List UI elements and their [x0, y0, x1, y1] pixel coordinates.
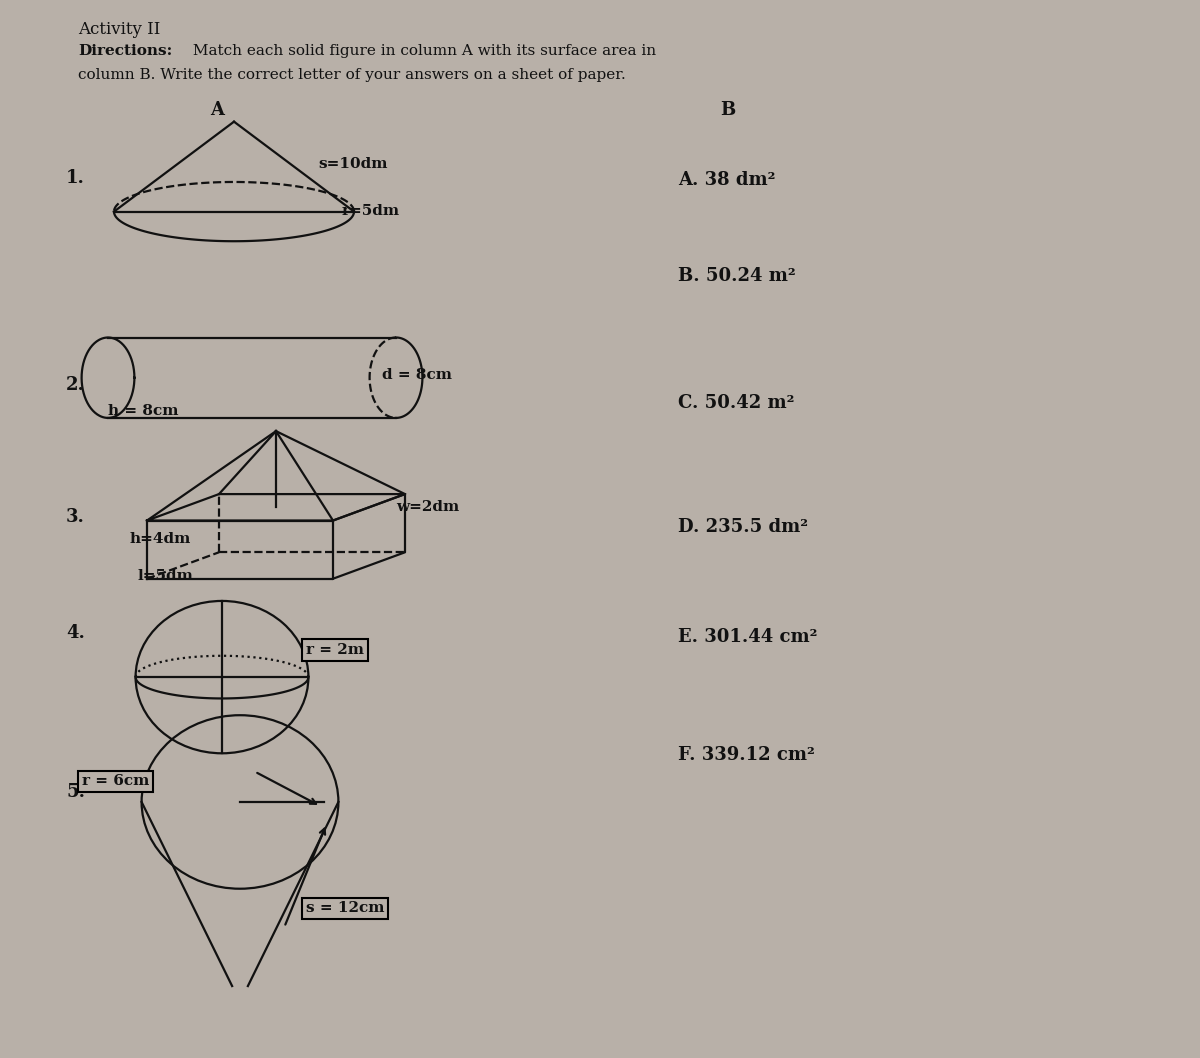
Text: w=2dm: w=2dm — [396, 500, 460, 514]
Text: Activity II: Activity II — [78, 21, 161, 38]
Text: Match each solid figure in column A with its surface area in: Match each solid figure in column A with… — [188, 44, 656, 58]
Text: A: A — [210, 101, 224, 118]
Text: d = 8cm: d = 8cm — [382, 368, 451, 382]
Text: l=5dm: l=5dm — [138, 569, 194, 583]
Text: C. 50.42 m²: C. 50.42 m² — [678, 394, 794, 412]
Text: Directions:: Directions: — [78, 44, 173, 58]
Text: D. 235.5 dm²: D. 235.5 dm² — [678, 518, 808, 536]
Text: s = 12cm: s = 12cm — [306, 901, 384, 915]
Text: B: B — [720, 101, 736, 118]
Text: B. 50.24 m²: B. 50.24 m² — [678, 267, 796, 285]
Text: 5.: 5. — [66, 783, 85, 801]
Text: s=10dm: s=10dm — [318, 157, 388, 170]
Text: 4.: 4. — [66, 624, 85, 642]
Text: h=4dm: h=4dm — [130, 532, 191, 546]
Text: 3.: 3. — [66, 508, 85, 526]
Text: F. 339.12 cm²: F. 339.12 cm² — [678, 746, 815, 764]
Text: 1.: 1. — [66, 169, 85, 187]
Text: 2.: 2. — [66, 376, 85, 394]
Text: r=5dm: r=5dm — [342, 204, 400, 218]
Text: A. 38 dm²: A. 38 dm² — [678, 171, 775, 189]
Text: r = 2m: r = 2m — [306, 643, 364, 657]
Text: E. 301.44 cm²: E. 301.44 cm² — [678, 628, 817, 646]
Text: h = 8cm: h = 8cm — [108, 404, 179, 418]
Text: r = 6cm: r = 6cm — [82, 774, 149, 788]
Text: column B. Write the correct letter of your answers on a sheet of paper.: column B. Write the correct letter of yo… — [78, 68, 625, 81]
